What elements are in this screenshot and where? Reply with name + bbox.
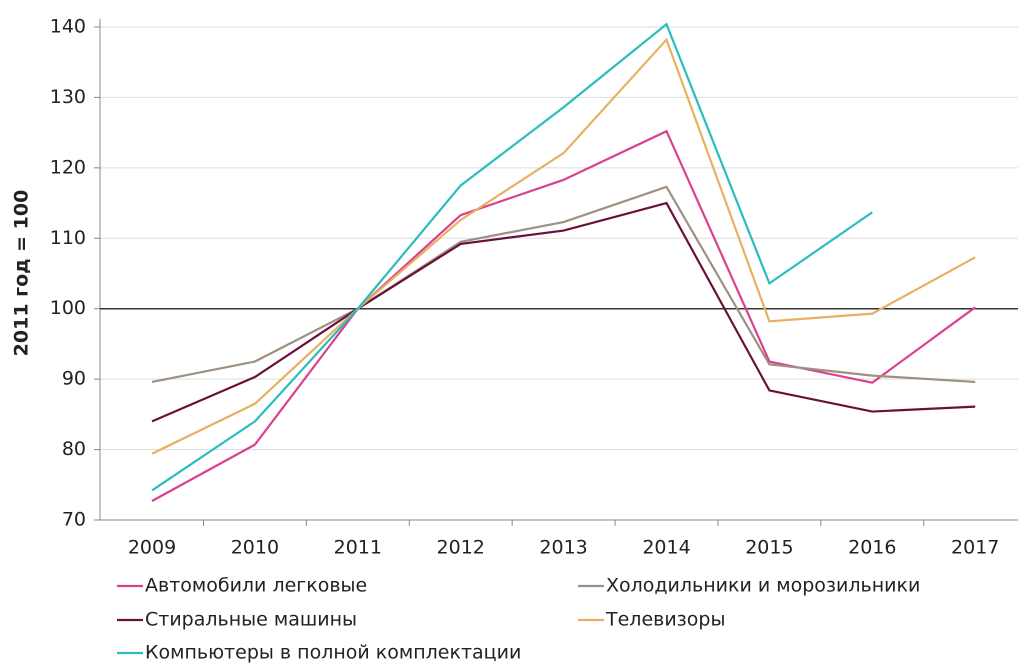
x-tick-label: 2014 <box>642 537 690 559</box>
y-tick-label: 110 <box>50 227 86 249</box>
series-line <box>151 22 873 492</box>
y-axis-label: 2011 год = 100 <box>11 190 33 357</box>
y-tick-label: 120 <box>50 156 86 178</box>
y-tick-label: 130 <box>50 86 86 108</box>
legend-label: Холодильники и морозильники <box>606 575 920 597</box>
x-tick-label: 2017 <box>951 537 999 559</box>
x-tick-label: 2009 <box>128 537 176 559</box>
series-line <box>151 37 976 455</box>
series-line <box>151 201 976 423</box>
y-tick-label: 100 <box>50 297 86 319</box>
series-line <box>151 185 976 384</box>
y-tick-label: 140 <box>50 16 86 38</box>
legend-label: Телевизоры <box>605 609 725 631</box>
legend-label: Стиральные машины <box>145 609 357 631</box>
legend-label: Компьютеры в полной комплектации <box>145 642 521 664</box>
x-tick-label: 2013 <box>539 537 587 559</box>
y-tick-label: 80 <box>62 438 86 460</box>
y-tick-label: 90 <box>62 368 86 390</box>
series-line <box>151 129 976 502</box>
x-tick-label: 2011 <box>334 537 382 559</box>
x-tick-label: 2015 <box>745 537 793 559</box>
x-tick-label: 2010 <box>231 537 279 559</box>
legend-label: Автомобили легковые <box>145 575 367 597</box>
x-tick-label: 2012 <box>437 537 485 559</box>
y-tick-label: 70 <box>62 509 86 531</box>
x-tick-label: 2016 <box>848 537 896 559</box>
